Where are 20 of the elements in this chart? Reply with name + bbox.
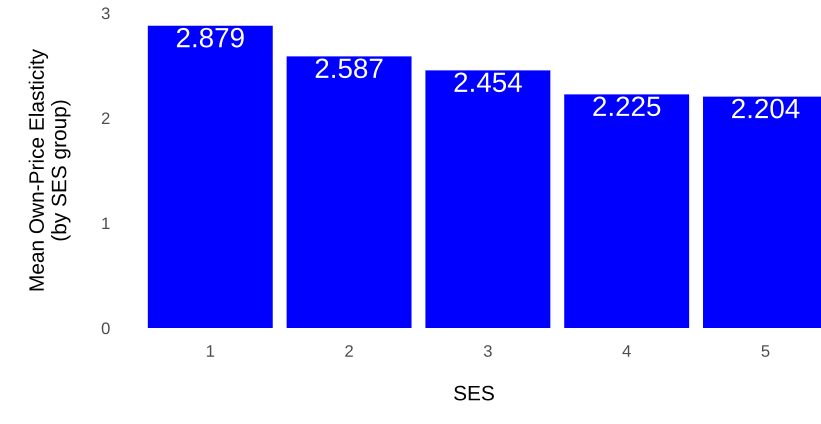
bar bbox=[148, 26, 273, 328]
data-label: 2.587 bbox=[316, 58, 382, 78]
data-label: 2.204 bbox=[732, 98, 800, 118]
x-tick-label: 4 bbox=[622, 345, 631, 357]
y-axis-title: Mean Own-Price Elasticity (by SES group) bbox=[28, 48, 71, 290]
x-tick-label: 1 bbox=[206, 345, 214, 357]
bar bbox=[425, 70, 550, 328]
x-tick-label: 5 bbox=[762, 345, 770, 357]
y-tick-label: 3 bbox=[102, 7, 110, 20]
bar bbox=[564, 94, 690, 328]
x-tick-label: 3 bbox=[484, 345, 492, 357]
data-label: 2.225 bbox=[593, 96, 660, 116]
data-label: 2.454 bbox=[454, 72, 522, 92]
bar bbox=[286, 56, 412, 328]
x-tick-label: 2 bbox=[345, 345, 353, 357]
data-label: 2.879 bbox=[176, 28, 244, 48]
y-tick-label: 0 bbox=[102, 322, 110, 334]
y-tick-label: 1 bbox=[102, 218, 110, 230]
y-tick-label: 2 bbox=[102, 112, 110, 124]
x-axis-title: SES bbox=[454, 386, 494, 401]
